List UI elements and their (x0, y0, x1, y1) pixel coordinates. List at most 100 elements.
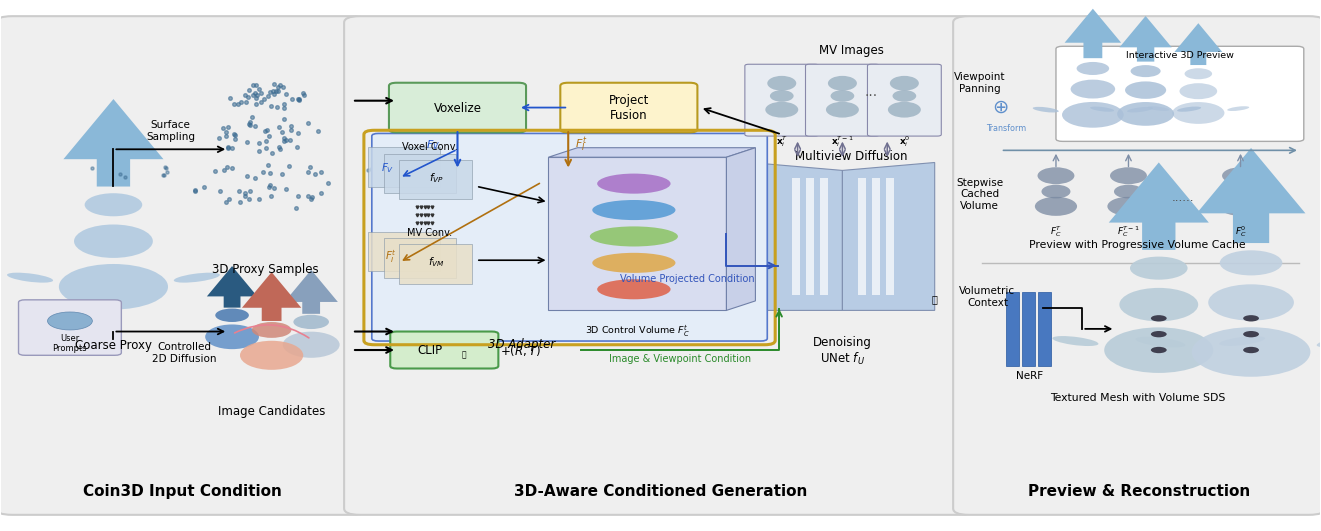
FancyBboxPatch shape (954, 16, 1321, 515)
Circle shape (48, 312, 92, 330)
Ellipse shape (1185, 68, 1213, 79)
Text: 🔒: 🔒 (931, 294, 938, 304)
Text: Multiview Diffusion: Multiview Diffusion (795, 150, 908, 163)
Point (248, 147, 269, 156)
Point (267, 83, 288, 91)
Point (115, 173, 136, 181)
Text: $F_C^T$: $F_C^T$ (1050, 224, 1062, 239)
Point (271, 170, 292, 178)
Point (258, 131, 279, 140)
Point (357, 166, 378, 174)
Ellipse shape (7, 272, 53, 282)
Point (256, 137, 277, 145)
Point (428, 171, 449, 179)
Ellipse shape (1177, 107, 1201, 112)
Ellipse shape (1110, 167, 1147, 184)
Point (256, 143, 277, 152)
Point (269, 80, 291, 89)
Ellipse shape (1114, 185, 1143, 199)
Point (225, 134, 246, 143)
Point (248, 85, 269, 93)
Text: Preview with Progressive Volume Cache: Preview with Progressive Volume Cache (1029, 241, 1246, 251)
Point (259, 88, 280, 96)
Point (215, 198, 236, 207)
Ellipse shape (174, 272, 219, 282)
Text: Coarse Proxy: Coarse Proxy (75, 339, 152, 353)
FancyBboxPatch shape (371, 133, 768, 341)
Ellipse shape (768, 76, 797, 91)
Point (252, 168, 273, 176)
Text: 3D Adapter: 3D Adapter (489, 338, 556, 351)
Point (218, 144, 239, 153)
Point (288, 96, 309, 105)
FancyBboxPatch shape (345, 16, 976, 515)
Point (301, 194, 322, 203)
FancyBboxPatch shape (745, 64, 819, 136)
Point (273, 137, 295, 145)
Polygon shape (727, 148, 756, 311)
Ellipse shape (1192, 327, 1310, 377)
Point (269, 145, 291, 153)
Ellipse shape (1227, 106, 1250, 111)
Point (157, 168, 178, 176)
Ellipse shape (252, 322, 292, 338)
Text: Image & Viewpoint Condition: Image & Viewpoint Condition (609, 354, 752, 364)
Text: $\mathbf{x}_i^T$: $\mathbf{x}_i^T$ (775, 134, 787, 149)
Text: Surface
Sampling: Surface Sampling (147, 120, 196, 142)
Ellipse shape (1107, 197, 1149, 216)
Point (281, 95, 303, 104)
Ellipse shape (1034, 197, 1077, 216)
Point (218, 122, 239, 131)
Ellipse shape (597, 279, 671, 299)
Point (297, 168, 318, 177)
Ellipse shape (1033, 107, 1058, 113)
Point (404, 165, 425, 174)
Point (260, 102, 281, 110)
Point (223, 130, 244, 139)
Ellipse shape (1041, 185, 1070, 199)
Text: Interactive 3D Preview: Interactive 3D Preview (1125, 51, 1234, 60)
Point (275, 185, 296, 193)
Circle shape (1151, 347, 1166, 353)
Text: ......: ...... (1172, 191, 1194, 204)
Text: 3D Control Volume $F_C^t$: 3D Control Volume $F_C^t$ (585, 323, 690, 339)
Point (297, 192, 318, 201)
Point (260, 169, 281, 177)
Point (217, 163, 238, 172)
Ellipse shape (1104, 328, 1214, 373)
FancyBboxPatch shape (399, 244, 472, 284)
Point (258, 160, 279, 169)
Text: NeRF: NeRF (1016, 371, 1044, 381)
Point (156, 164, 177, 172)
Point (292, 88, 313, 97)
FancyBboxPatch shape (399, 160, 472, 200)
FancyBboxPatch shape (367, 232, 440, 271)
Text: MV Conv.: MV Conv. (407, 228, 452, 238)
Point (272, 83, 293, 92)
Point (230, 198, 251, 207)
Ellipse shape (1125, 81, 1166, 99)
Text: $F_I^t$: $F_I^t$ (575, 135, 588, 154)
Ellipse shape (590, 226, 678, 246)
Point (268, 143, 289, 151)
Text: Controlled
2D Diffusion: Controlled 2D Diffusion (152, 342, 217, 364)
Point (268, 87, 289, 96)
Point (221, 143, 242, 152)
Point (213, 123, 234, 132)
Point (273, 133, 295, 142)
Ellipse shape (890, 76, 919, 91)
Ellipse shape (215, 309, 248, 322)
Text: MV Images: MV Images (819, 44, 884, 57)
Ellipse shape (1172, 102, 1225, 124)
Ellipse shape (240, 341, 304, 370)
Ellipse shape (1129, 256, 1188, 280)
Point (239, 86, 260, 95)
Point (308, 126, 329, 135)
Point (250, 98, 271, 106)
FancyArrow shape (1197, 148, 1305, 243)
Ellipse shape (888, 102, 921, 117)
Point (244, 80, 266, 89)
FancyBboxPatch shape (367, 147, 440, 187)
Circle shape (1243, 347, 1259, 353)
Point (279, 136, 300, 144)
